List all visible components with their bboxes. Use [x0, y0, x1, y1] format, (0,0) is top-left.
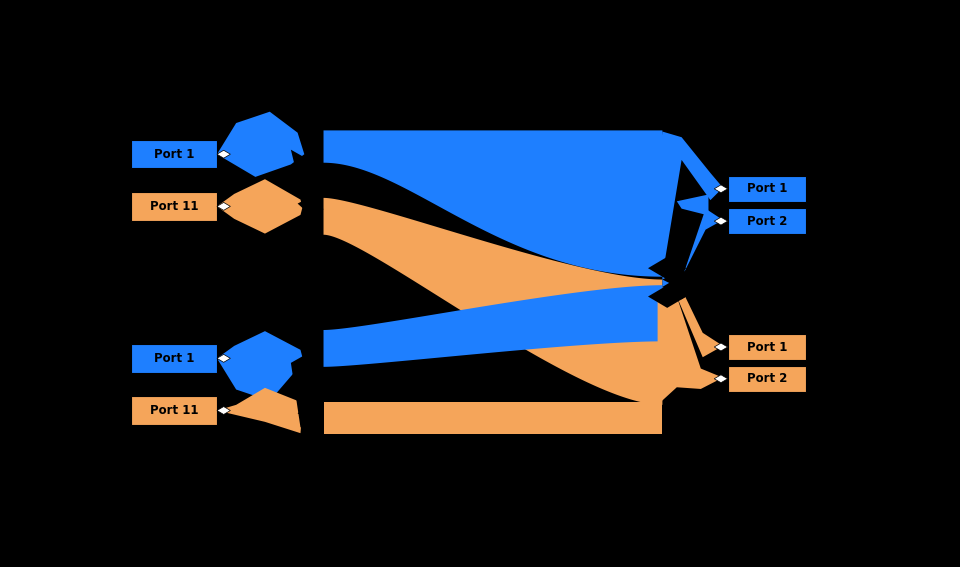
Text: Port 11: Port 11: [150, 404, 198, 417]
Polygon shape: [291, 350, 322, 428]
Text: Port 2: Port 2: [747, 215, 787, 227]
Polygon shape: [298, 196, 324, 217]
Polygon shape: [291, 150, 322, 204]
Polygon shape: [324, 130, 662, 277]
FancyBboxPatch shape: [728, 334, 806, 360]
Polygon shape: [298, 400, 324, 421]
Polygon shape: [714, 375, 728, 383]
FancyBboxPatch shape: [728, 366, 806, 392]
Polygon shape: [714, 217, 728, 225]
Polygon shape: [658, 297, 723, 405]
FancyBboxPatch shape: [131, 140, 217, 168]
Polygon shape: [217, 112, 304, 177]
Polygon shape: [324, 285, 662, 367]
FancyBboxPatch shape: [131, 344, 217, 373]
Polygon shape: [217, 179, 302, 234]
Polygon shape: [217, 407, 230, 414]
Polygon shape: [662, 270, 701, 289]
Text: Port 11: Port 11: [150, 200, 198, 213]
Polygon shape: [324, 198, 662, 405]
Polygon shape: [677, 194, 708, 215]
Polygon shape: [217, 150, 230, 158]
Polygon shape: [324, 402, 662, 434]
FancyBboxPatch shape: [131, 396, 217, 425]
Polygon shape: [662, 285, 723, 357]
FancyBboxPatch shape: [728, 208, 806, 234]
Polygon shape: [662, 276, 701, 299]
Text: Port 1: Port 1: [154, 148, 194, 160]
Polygon shape: [217, 354, 230, 362]
Polygon shape: [217, 388, 302, 433]
Polygon shape: [714, 185, 728, 193]
Text: Port 1: Port 1: [747, 341, 787, 353]
Text: Port 1: Port 1: [747, 183, 787, 195]
Polygon shape: [217, 331, 302, 401]
Polygon shape: [648, 132, 723, 276]
Polygon shape: [648, 257, 686, 280]
Polygon shape: [714, 343, 728, 351]
Text: Port 2: Port 2: [747, 373, 787, 385]
Polygon shape: [217, 202, 230, 210]
FancyBboxPatch shape: [131, 192, 217, 221]
Text: Port 1: Port 1: [154, 352, 194, 365]
Polygon shape: [662, 209, 723, 291]
FancyBboxPatch shape: [728, 176, 806, 202]
Polygon shape: [648, 285, 686, 308]
